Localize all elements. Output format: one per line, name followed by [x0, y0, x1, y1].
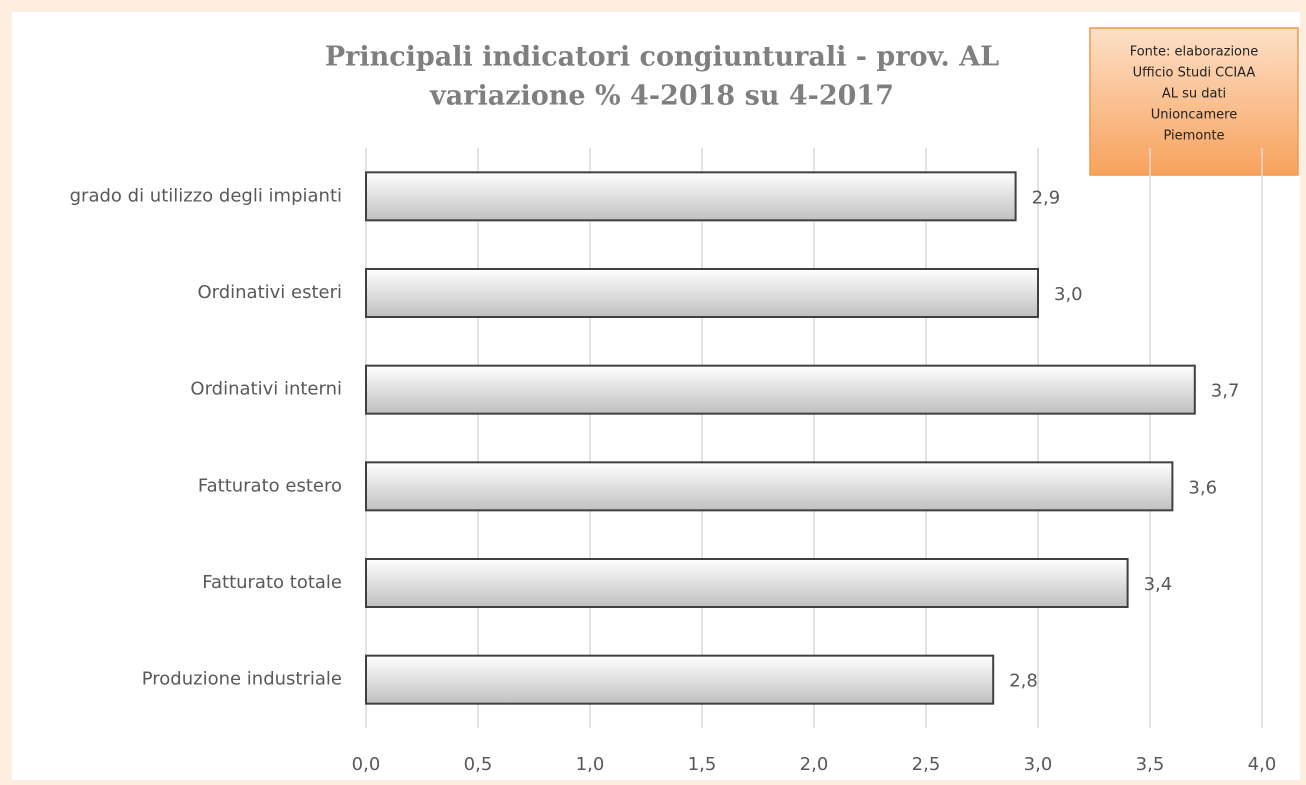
- annotation-text: Ufficio Studi CCIAA: [1133, 66, 1256, 81]
- x-tick-label: 4,0: [1248, 754, 1277, 775]
- annotation-text: Fonte: elaborazione: [1130, 45, 1259, 60]
- annotation-text: Piemonte: [1163, 129, 1224, 144]
- annotation-text: AL su dati: [1162, 87, 1226, 102]
- bar: [365, 171, 1017, 222]
- chart-title: Principali indicatori congiunturali - pr…: [325, 42, 999, 73]
- data-label: 3,6: [1188, 477, 1217, 498]
- x-tick-label: 0,5: [464, 754, 493, 775]
- bar: [365, 558, 1129, 608]
- y-tick-label: Fatturato estero: [198, 475, 342, 496]
- y-tick-label: grado di utilizzo degli impianti: [70, 185, 342, 206]
- annotation-box: [1089, 27, 1299, 176]
- bar: [365, 268, 1039, 318]
- y-tick-label: Ordinativi interni: [190, 379, 342, 400]
- data-label: 3,0: [1054, 284, 1083, 305]
- x-tick-label: 2,5: [912, 754, 941, 775]
- data-label: 2,9: [1032, 187, 1061, 208]
- y-tick-label: Produzione industriale: [142, 669, 342, 690]
- y-tick-label: Ordinativi esteri: [197, 282, 342, 303]
- bar: [365, 364, 1196, 415]
- x-tick-label: 2,0: [800, 754, 829, 775]
- x-tick-label: 1,0: [576, 754, 605, 775]
- x-tick-label: 3,0: [1024, 754, 1053, 775]
- bar: [365, 654, 995, 705]
- data-label: 2,8: [1009, 671, 1038, 692]
- bar: [365, 461, 1174, 512]
- chart-subtitle: variazione % 4-2018 su 4-2017: [429, 81, 894, 112]
- data-label: 3,4: [1144, 574, 1173, 595]
- y-tick-label: Fatturato totale: [202, 572, 342, 593]
- x-tick-label: 1,5: [688, 754, 717, 775]
- annotation-text: Unioncamere: [1151, 108, 1237, 123]
- x-tick-label: 3,5: [1136, 754, 1165, 775]
- data-label: 3,7: [1211, 381, 1240, 402]
- x-tick-label: 0,0: [352, 754, 381, 775]
